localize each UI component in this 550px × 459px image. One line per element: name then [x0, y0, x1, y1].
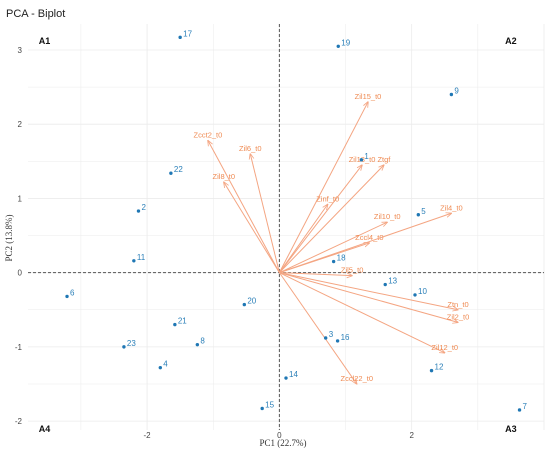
variable-arrow	[224, 182, 280, 273]
observation-label: 3	[329, 330, 334, 339]
observation-label: 7	[523, 402, 528, 411]
observation-point	[383, 282, 387, 287]
observation-label: 1	[364, 152, 369, 161]
observation-point	[336, 44, 340, 48]
y-tick-label: 1	[18, 194, 23, 203]
variable-arrow	[278, 102, 368, 273]
x-axis-label: PC1 (22.7%)	[260, 438, 307, 448]
observation-point	[335, 339, 340, 343]
observation-point	[429, 368, 434, 373]
observation-label: 15	[265, 400, 274, 409]
variable-label: Zil6_t0	[239, 144, 262, 153]
variable-arrow	[279, 272, 352, 276]
observation-point	[173, 322, 177, 327]
observation-point	[359, 158, 364, 162]
y-tick-label: 2	[18, 120, 23, 129]
observation-point	[260, 406, 264, 411]
variable-label: Zcct2_t0	[194, 131, 223, 140]
observation-label: 20	[247, 297, 256, 306]
variable-label: Ztn_t0	[447, 300, 468, 309]
observation-point	[65, 294, 69, 299]
variable-label: Zil4_t0	[440, 203, 463, 212]
chart-title: PCA - Biplot	[6, 8, 65, 20]
variable-arrow	[278, 272, 356, 384]
variable-label: Zil15_t0	[355, 92, 382, 101]
observation-label: 8	[200, 337, 205, 346]
quadrant-label: A4	[39, 424, 51, 434]
observation-label: 19	[341, 38, 350, 47]
variable-arrow	[250, 154, 280, 273]
variable-arrow	[278, 165, 362, 273]
variable-arrow	[279, 213, 451, 274]
observation-label: 22	[174, 165, 183, 174]
quadrant-label: A3	[505, 424, 517, 434]
observation-point	[195, 342, 200, 347]
x-tick-label: 0	[277, 431, 282, 440]
observation-point	[323, 336, 328, 340]
observation-label: 2	[141, 203, 146, 212]
variable-arrow	[279, 272, 444, 353]
variable-label: Zil2_t0	[447, 312, 470, 321]
variable-label: Zil8_t0	[213, 172, 236, 181]
variable-label: Zccl4_t0	[355, 233, 383, 242]
variable-label: Zil10_t0	[374, 212, 401, 221]
observation-label: 16	[341, 333, 350, 342]
y-axis-ticks: -2 -1 0 1 2 3	[15, 46, 23, 426]
reference-lines	[28, 24, 544, 430]
x-tick-label: 2	[409, 431, 414, 440]
quadrant-label: A2	[505, 36, 517, 46]
observation-point	[331, 259, 336, 264]
observation-point	[284, 376, 288, 380]
observation-label: 11	[137, 253, 146, 262]
variable-arrow	[278, 204, 327, 273]
y-tick-label: 3	[18, 46, 23, 55]
y-tick-label: -2	[15, 417, 23, 426]
observation-point	[517, 408, 522, 412]
variable-label: Zccl22_t0	[341, 374, 374, 383]
grid	[28, 24, 545, 430]
y-tick-label: 0	[18, 269, 23, 278]
observation-point	[132, 259, 136, 263]
observation-label: 21	[178, 317, 187, 326]
observation-label: 18	[337, 254, 346, 263]
observation-point	[242, 302, 247, 307]
variable-arrow	[279, 272, 458, 310]
observation-point	[122, 345, 126, 349]
observation-point	[413, 293, 417, 297]
observation-label: 17	[183, 29, 192, 38]
variable-arrows: Zcct2_t0Zil6_t0Zil8_t0Zil15_t0Zil13_t0Zt…	[194, 92, 470, 384]
observation-point	[416, 213, 421, 217]
observation-point	[178, 35, 182, 40]
variable-label: Ztgf	[377, 155, 391, 164]
variable-arrow	[279, 165, 384, 273]
y-tick-label: -1	[15, 343, 23, 352]
variable-arrow	[279, 272, 458, 323]
observation-label: 9	[454, 87, 459, 96]
observation-label: 23	[127, 339, 136, 348]
observation-label: 10	[418, 287, 427, 296]
variable-label: Zil5_t0	[341, 266, 364, 275]
variable-arrow	[208, 141, 280, 273]
observation-point	[158, 365, 163, 370]
observation-point	[169, 171, 173, 175]
observation-point	[449, 92, 454, 97]
x-tick-label: -2	[144, 431, 152, 440]
variable-label: Zinf_t0	[316, 194, 339, 203]
observation-label: 12	[435, 363, 444, 372]
observation-label: 4	[163, 360, 168, 369]
observation-label: 5	[421, 207, 426, 216]
quadrant-label: A1	[39, 36, 51, 46]
quadrant-labels: A1 A2 A3 A4	[39, 36, 517, 434]
observation-label: 13	[388, 277, 397, 286]
observation-label: 14	[289, 370, 298, 379]
y-axis-label: PC2 (13.8%)	[4, 214, 14, 261]
variable-arrow	[279, 222, 387, 274]
variable-label: Zil12_t0	[431, 343, 458, 352]
observation-label: 6	[70, 288, 75, 297]
x-axis-ticks: -2 0 2	[144, 431, 415, 440]
observation-point	[136, 209, 141, 213]
